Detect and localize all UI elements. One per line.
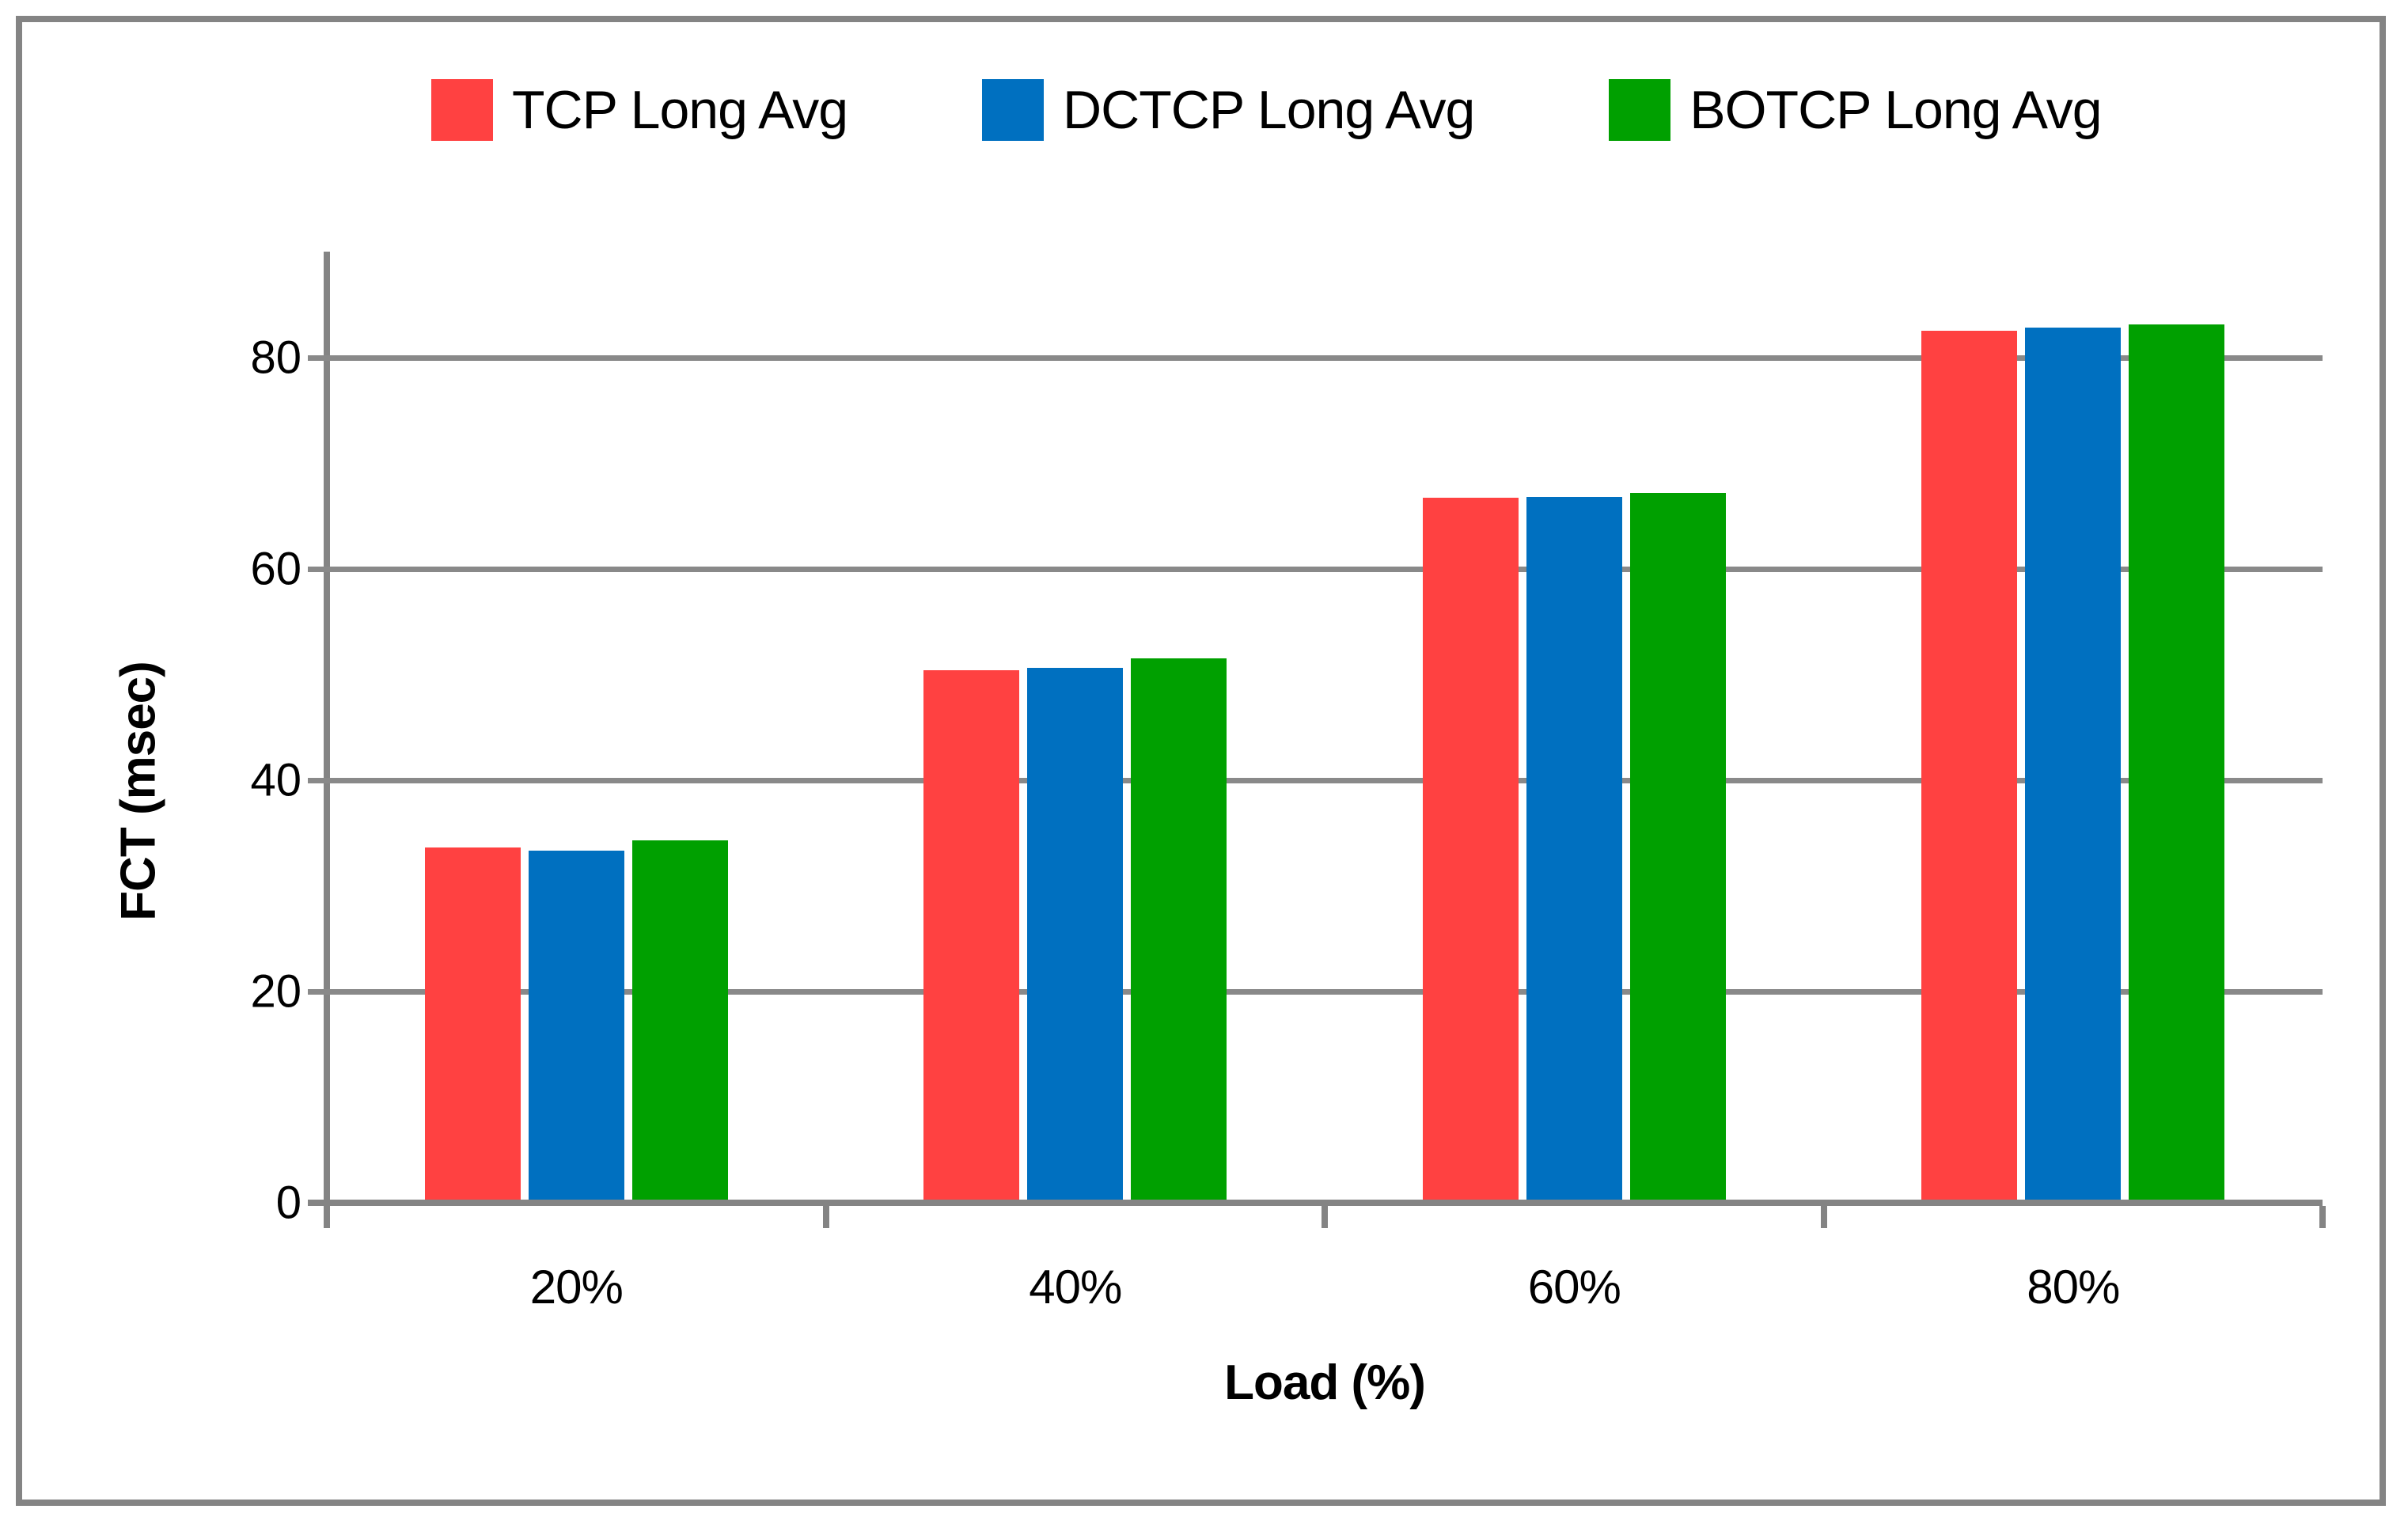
- gridline-y-80: [308, 355, 2323, 361]
- y-tick-label-60: 60: [250, 543, 301, 595]
- x-tick-label-80%: 80%: [2027, 1261, 2120, 1314]
- y-axis-title: FCT (msec): [111, 662, 166, 921]
- legend-item-botcp: BOTCP Long Avg: [1609, 79, 2103, 141]
- x-axis-tick: [2319, 1206, 2326, 1228]
- x-axis-title: Load (%): [1224, 1355, 1426, 1410]
- bar-dctcp-20%: [528, 851, 624, 1200]
- legend-swatch-icon: [431, 79, 493, 141]
- bar-tcp-20%: [424, 847, 521, 1200]
- legend-label: DCTCP Long Avg: [1063, 80, 1475, 140]
- x-tick-label-40%: 40%: [1029, 1261, 1122, 1314]
- gridline-y-40: [308, 777, 2323, 783]
- x-axis-tick: [324, 1206, 330, 1228]
- bar-tcp-60%: [1422, 498, 1519, 1200]
- bar-botcp-80%: [2129, 324, 2225, 1200]
- y-tick-label-0: 0: [275, 1177, 301, 1229]
- bar-botcp-20%: [631, 840, 728, 1200]
- legend: TCP Long Avg DCTCP Long Avg BOTCP Long Avg: [431, 79, 2103, 141]
- plot-area: [308, 252, 2326, 1228]
- legend-swatch-icon: [1609, 79, 1671, 141]
- x-tick-label-60%: 60%: [1527, 1261, 1621, 1314]
- legend-label: TCP Long Avg: [512, 80, 848, 140]
- bar-botcp-60%: [1629, 492, 1726, 1200]
- x-axis-tick: [1820, 1206, 1827, 1228]
- y-axis-line: [324, 252, 330, 1227]
- bar-tcp-80%: [1921, 331, 2018, 1200]
- legend-item-tcp: TCP Long Avg: [431, 79, 848, 141]
- y-tick-label-40: 40: [250, 754, 301, 806]
- bar-dctcp-60%: [1526, 496, 1622, 1200]
- x-tick-label-20%: 20%: [529, 1261, 624, 1314]
- x-axis-tick: [1322, 1206, 1328, 1228]
- y-tick-label-20: 20: [250, 965, 301, 1018]
- gridline-y-60: [308, 566, 2323, 572]
- x-axis-tick: [822, 1206, 829, 1228]
- chart-border: [16, 16, 2386, 1506]
- bar-dctcp-40%: [1027, 668, 1124, 1200]
- legend-item-dctcp: DCTCP Long Avg: [982, 79, 1475, 141]
- y-tick-label-80: 80: [250, 332, 301, 384]
- legend-label: BOTCP Long Avg: [1689, 80, 2102, 140]
- bar-botcp-40%: [1131, 658, 1227, 1200]
- bar-dctcp-80%: [2025, 328, 2122, 1200]
- x-axis-line: [308, 1200, 2323, 1206]
- bar-tcp-40%: [923, 669, 1020, 1200]
- legend-swatch-icon: [982, 79, 1045, 141]
- gridline-y-20: [308, 988, 2323, 995]
